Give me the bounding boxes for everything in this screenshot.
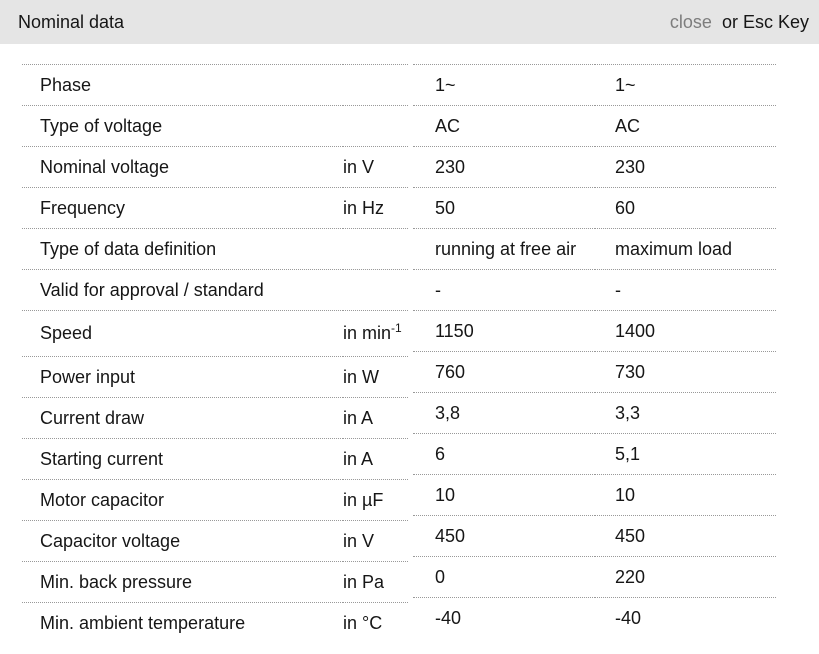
- label-row: Type of voltage: [22, 105, 408, 147]
- row-label: Phase: [22, 64, 343, 106]
- value-row: running at free air maximum load: [413, 228, 776, 270]
- row-unit: [343, 269, 408, 311]
- row-value-1: 760: [413, 351, 595, 393]
- value-row: 1~ 1~: [413, 64, 776, 106]
- row-value-2: -: [595, 269, 776, 311]
- label-row: Nominal voltage in V: [22, 146, 408, 188]
- value-row: 10 10: [413, 474, 776, 516]
- value-row: 50 60: [413, 187, 776, 229]
- value-row: 450 450: [413, 515, 776, 557]
- row-label: Min. ambient temperature: [22, 602, 343, 643]
- row-unit: in min-1: [343, 310, 408, 357]
- row-value-1: 230: [413, 146, 595, 188]
- row-label: Motor capacitor: [22, 479, 343, 521]
- row-label: Current draw: [22, 397, 343, 439]
- row-label: Capacitor voltage: [22, 520, 343, 562]
- row-value-1: -: [413, 269, 595, 311]
- label-row: Phase: [22, 64, 408, 106]
- row-label: Min. back pressure: [22, 561, 343, 603]
- row-unit: in W: [343, 356, 408, 398]
- value-row: 6 5,1: [413, 433, 776, 475]
- value-row: 1150 1400: [413, 310, 776, 352]
- row-label: Starting current: [22, 438, 343, 480]
- label-row: Type of data definition: [22, 228, 408, 270]
- label-row: Current draw in A: [22, 397, 408, 439]
- nominal-data-values-table: 1~ 1~ AC AC 230 230 50 60 running at free air max…: [413, 64, 776, 638]
- row-value-1: 0: [413, 556, 595, 598]
- value-row: 230 230: [413, 146, 776, 188]
- row-unit: in Hz: [343, 187, 408, 229]
- value-row: 3,8 3,3: [413, 392, 776, 434]
- value-row: 760 730: [413, 351, 776, 393]
- row-value-2: 220: [595, 556, 776, 598]
- row-unit: in V: [343, 146, 408, 188]
- row-unit: [343, 105, 408, 147]
- label-row: Speed in min-1: [22, 310, 408, 357]
- row-label: Nominal voltage: [22, 146, 343, 188]
- row-value-1: 1150: [413, 310, 595, 352]
- row-value-2: 230: [595, 146, 776, 188]
- value-row: --: [413, 269, 776, 311]
- label-row: Frequency in Hz: [22, 187, 408, 229]
- row-label: Type of voltage: [22, 105, 343, 147]
- row-unit: in °C: [343, 602, 408, 643]
- row-value-2: maximum load: [595, 228, 776, 270]
- row-value-2: 5,1: [595, 433, 776, 475]
- row-value-2: 1~: [595, 64, 776, 106]
- popup-header: Nominal data close or Esc Key: [0, 0, 819, 44]
- row-unit: in A: [343, 438, 408, 480]
- esc-key-hint: or Esc Key: [721, 11, 809, 32]
- row-value-1: 3,8: [413, 392, 595, 434]
- row-value-2: 3,3: [595, 392, 776, 434]
- label-row: Min. back pressure in Pa: [22, 561, 408, 603]
- label-row: Power input in W: [22, 356, 408, 398]
- page-title: Nominal data: [18, 11, 125, 32]
- unit-superscript: -1: [391, 321, 402, 335]
- label-row: Starting current in A: [22, 438, 408, 480]
- row-value-1: running at free air: [413, 228, 595, 270]
- row-value-2: -40: [595, 597, 776, 638]
- row-value-2: 1400: [595, 310, 776, 352]
- row-label: Speed: [22, 310, 343, 357]
- row-label: Valid for approval / standard: [22, 269, 343, 311]
- row-value-1: -40: [413, 597, 595, 638]
- row-unit: in A: [343, 397, 408, 439]
- header-close-area: close or Esc Key: [670, 12, 809, 33]
- row-unit: [343, 228, 408, 270]
- row-value-1: 1~: [413, 64, 595, 106]
- value-row: AC AC: [413, 105, 776, 147]
- row-value-2: 730: [595, 351, 776, 393]
- row-unit: [343, 64, 408, 106]
- row-unit: in V: [343, 520, 408, 562]
- row-value-1: 450: [413, 515, 595, 557]
- row-value-2: 450: [595, 515, 776, 557]
- row-value-1: AC: [413, 105, 595, 147]
- value-row: 0 220: [413, 556, 776, 598]
- row-value-2: AC: [595, 105, 776, 147]
- row-unit: in µF: [343, 479, 408, 521]
- row-label: Type of data definition: [22, 228, 343, 270]
- row-value-1: 6: [413, 433, 595, 475]
- label-row: Motor capacitor in µF: [22, 479, 408, 521]
- label-row: Capacitor voltage in V: [22, 520, 408, 562]
- row-label: Power input: [22, 356, 343, 398]
- row-value-2: 10: [595, 474, 776, 516]
- close-link[interactable]: close: [669, 11, 712, 32]
- value-row: -40 -40: [413, 597, 776, 638]
- row-value-2: 60: [595, 187, 776, 229]
- row-value-1: 10: [413, 474, 595, 516]
- row-value-1: 50: [413, 187, 595, 229]
- label-row: Valid for approval / standard: [22, 269, 408, 311]
- row-unit: in Pa: [343, 561, 408, 603]
- label-row: Min. ambient temperature in °C: [22, 602, 408, 643]
- row-label: Frequency: [22, 187, 343, 229]
